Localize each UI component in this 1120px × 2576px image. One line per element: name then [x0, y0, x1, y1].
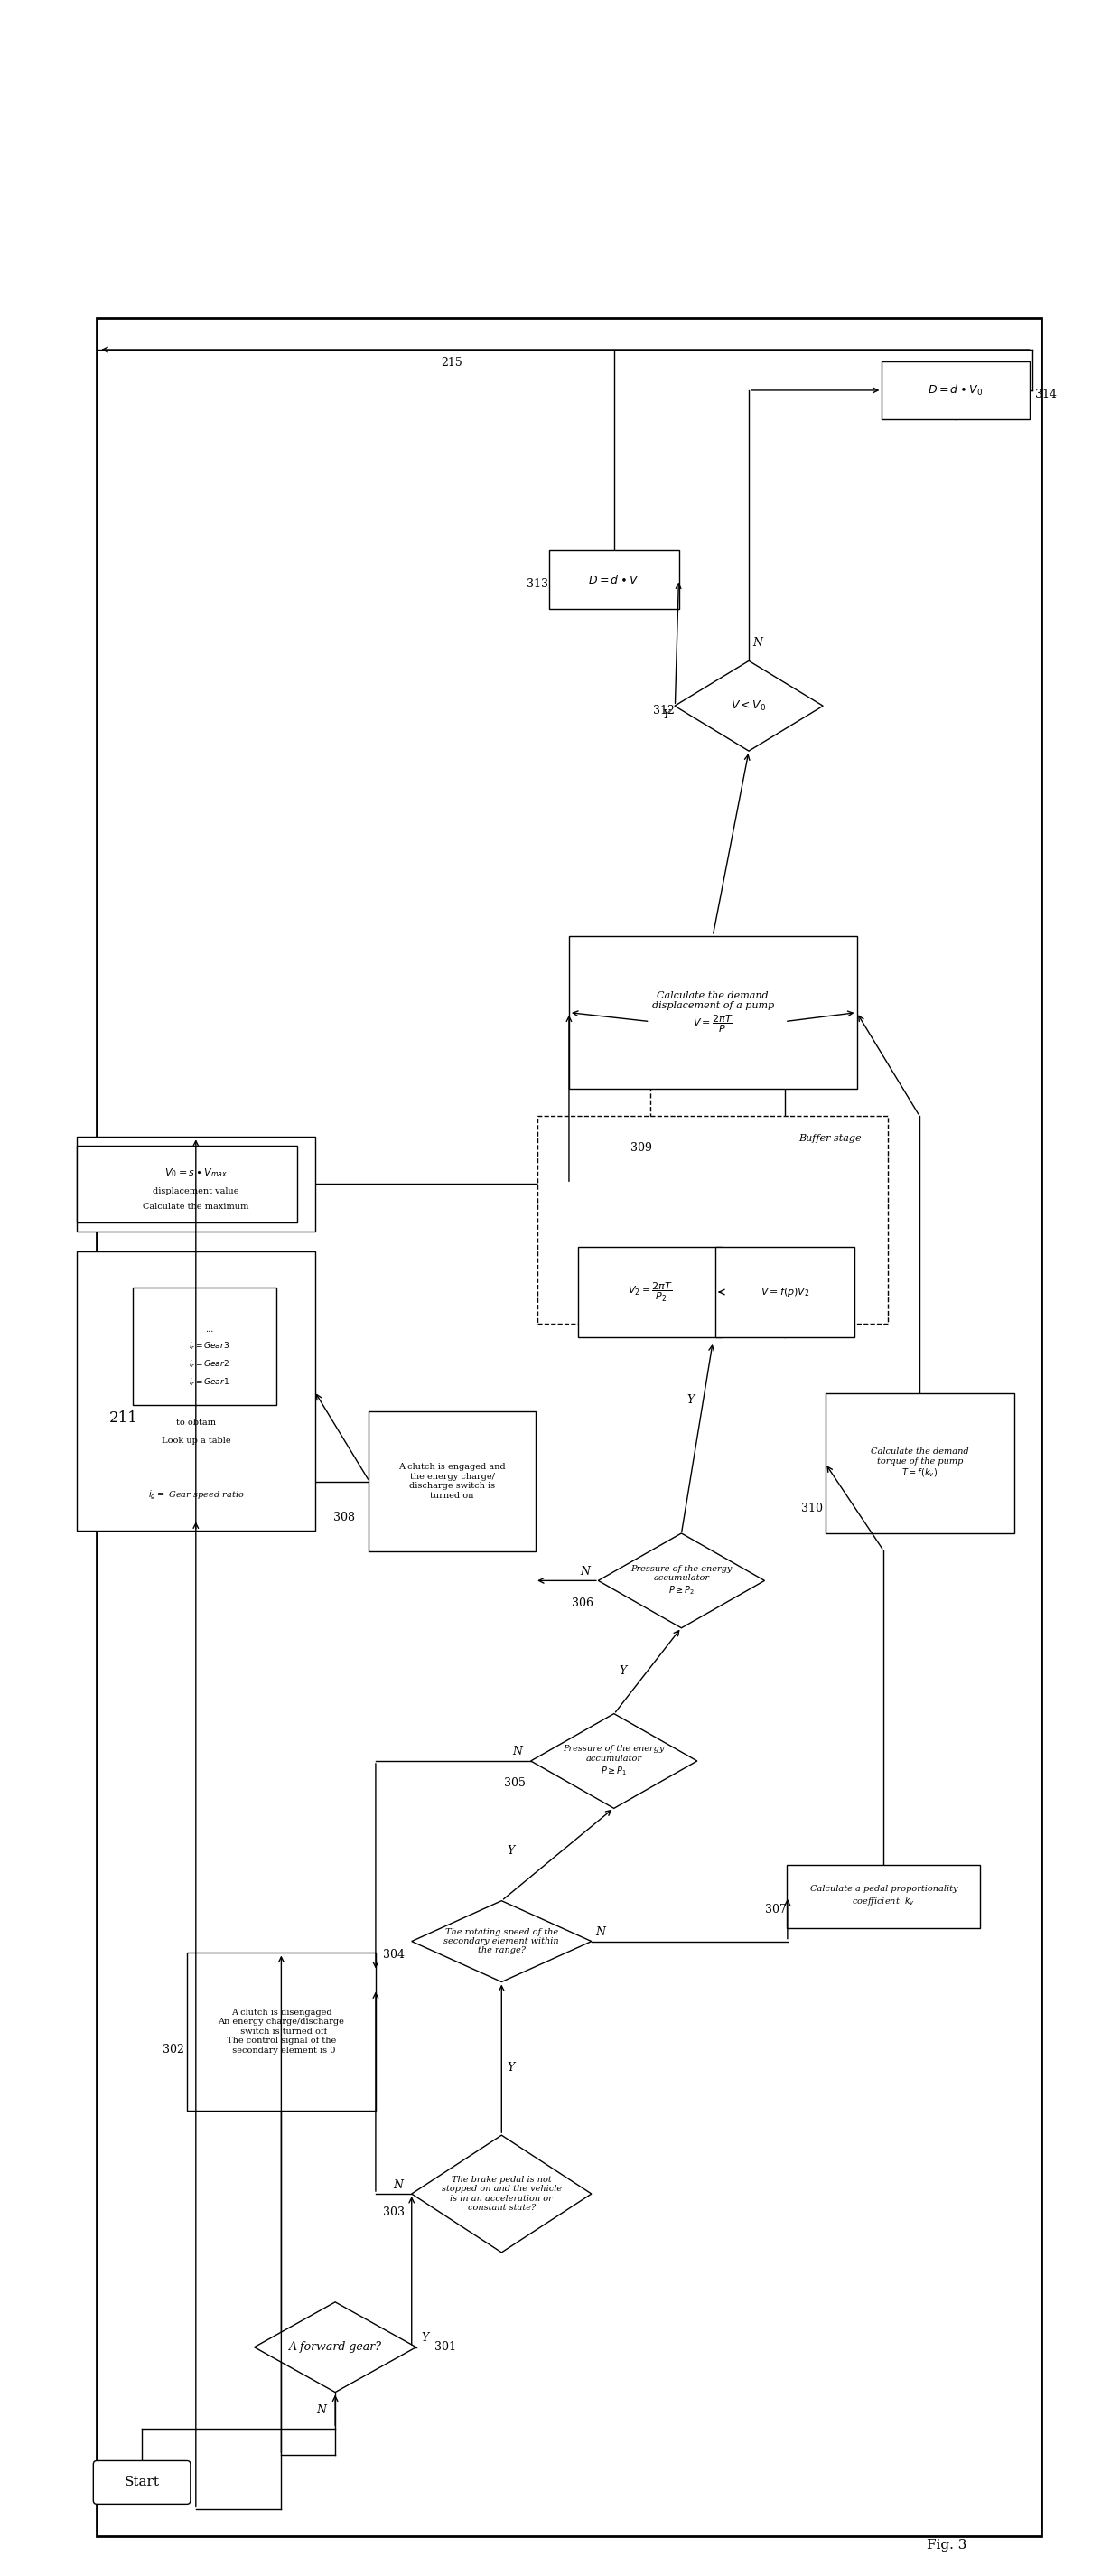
Text: N: N: [753, 636, 763, 649]
Text: Y: Y: [507, 1844, 514, 1857]
Text: Fig. 3: Fig. 3: [926, 2540, 967, 2553]
Text: 305: 305: [504, 1777, 525, 1790]
Text: 314: 314: [1035, 389, 1056, 402]
Bar: [133, 1288, 277, 1404]
Text: A clutch is engaged and
the energy charge/
discharge switch is
turned on: A clutch is engaged and the energy charg…: [399, 1463, 505, 1499]
Text: ...: ...: [205, 1327, 214, 1334]
Text: 308: 308: [334, 1512, 355, 1522]
Text: Calculate the demand
displacement of a pump
$V=\dfrac{2\pi T}{P}$: Calculate the demand displacement of a p…: [652, 992, 774, 1033]
Text: 303: 303: [383, 2205, 404, 2218]
Bar: [76, 1252, 315, 1530]
Bar: [787, 1865, 980, 1927]
Text: $D=d\bullet V_0$: $D=d\bullet V_0$: [928, 384, 983, 397]
Bar: [368, 1412, 535, 1551]
Bar: [569, 935, 857, 1090]
Text: Calculate the maximum: Calculate the maximum: [143, 1203, 249, 1211]
Text: 301: 301: [435, 2342, 456, 2352]
Text: Y: Y: [421, 2331, 429, 2344]
Text: Start: Start: [124, 2476, 159, 2488]
Text: N: N: [580, 1566, 590, 1577]
Text: $V<V_0$: $V<V_0$: [731, 698, 767, 714]
Bar: [76, 1136, 315, 1231]
Text: $i_g=$ Gear speed ratio: $i_g=$ Gear speed ratio: [148, 1489, 244, 1502]
Text: $i_r=Gear2$: $i_r=Gear2$: [189, 1358, 230, 1370]
Text: 211: 211: [110, 1412, 138, 1427]
Text: Y: Y: [619, 1664, 627, 1677]
Text: 215: 215: [441, 358, 463, 368]
Text: 307: 307: [765, 1904, 786, 1917]
Bar: [76, 1146, 297, 1221]
Text: displacement value: displacement value: [152, 1188, 239, 1195]
Text: $D=d\bullet V$: $D=d\bullet V$: [588, 574, 640, 585]
Text: Look up a table: Look up a table: [161, 1437, 231, 1445]
Bar: [715, 1247, 855, 1337]
Text: Y: Y: [507, 2061, 514, 2074]
Polygon shape: [412, 2136, 591, 2251]
Text: Y: Y: [662, 708, 670, 721]
Text: N: N: [513, 1747, 523, 1757]
Text: Y: Y: [687, 1394, 694, 1406]
Polygon shape: [412, 1901, 591, 1981]
Text: Buffer stage: Buffer stage: [799, 1133, 861, 1144]
Text: Calculate the demand
torque of the pump
$T=f(k_v)$: Calculate the demand torque of the pump …: [870, 1448, 969, 1479]
Text: N: N: [393, 2179, 403, 2190]
Text: N: N: [596, 1927, 606, 1937]
Bar: [825, 1394, 1014, 1533]
Text: 304: 304: [383, 1950, 404, 1960]
Polygon shape: [531, 1713, 697, 1808]
Bar: [881, 361, 1029, 420]
Polygon shape: [674, 662, 823, 752]
Text: Calculate a pedal proportionality
coefficient  $k_v$: Calculate a pedal proportionality coeffi…: [810, 1886, 958, 1909]
Bar: [538, 1115, 888, 1324]
Text: $V=f(p)V_2$: $V=f(p)V_2$: [760, 1285, 810, 1298]
Bar: [187, 1953, 375, 2110]
Text: 312: 312: [653, 703, 674, 716]
Text: Pressure of the energy
accumulator
$P\geq P_1$: Pressure of the energy accumulator $P\ge…: [563, 1744, 664, 1777]
Text: A forward gear?: A forward gear?: [289, 2342, 382, 2352]
Text: $i_r=Gear3$: $i_r=Gear3$: [189, 1340, 230, 1352]
Polygon shape: [254, 2303, 417, 2393]
Bar: [549, 551, 679, 608]
Text: $i_r=Gear1$: $i_r=Gear1$: [189, 1376, 230, 1388]
Polygon shape: [598, 1533, 765, 1628]
Text: 306: 306: [571, 1597, 594, 1610]
Bar: [578, 1247, 722, 1337]
FancyBboxPatch shape: [93, 2460, 190, 2504]
Text: $V_2=\dfrac{2\pi T}{P_2}$: $V_2=\dfrac{2\pi T}{P_2}$: [627, 1280, 672, 1303]
Text: N: N: [317, 2403, 327, 2416]
Bar: [97, 317, 1042, 2537]
Text: 302: 302: [162, 2043, 184, 2056]
Text: to obtain: to obtain: [176, 1419, 216, 1427]
Text: 310: 310: [801, 1502, 822, 1515]
Text: The brake pedal is not
stopped on and the vehicle
is in an acceleration or
const: The brake pedal is not stopped on and th…: [441, 2177, 561, 2213]
Text: The rotating speed of the
secondary element within
the range?: The rotating speed of the secondary elem…: [444, 1927, 559, 1955]
Text: 313: 313: [526, 577, 549, 590]
Text: Pressure of the energy
accumulator
$P\geq P_2$: Pressure of the energy accumulator $P\ge…: [631, 1564, 732, 1597]
Text: $V_0=s\bullet V_{max}$: $V_0=s\bullet V_{max}$: [165, 1167, 227, 1180]
Text: A clutch is disengaged
An energy charge/discharge
  switch is turned off
The con: A clutch is disengaged An energy charge/…: [218, 2009, 345, 2056]
Text: 309: 309: [631, 1141, 652, 1154]
